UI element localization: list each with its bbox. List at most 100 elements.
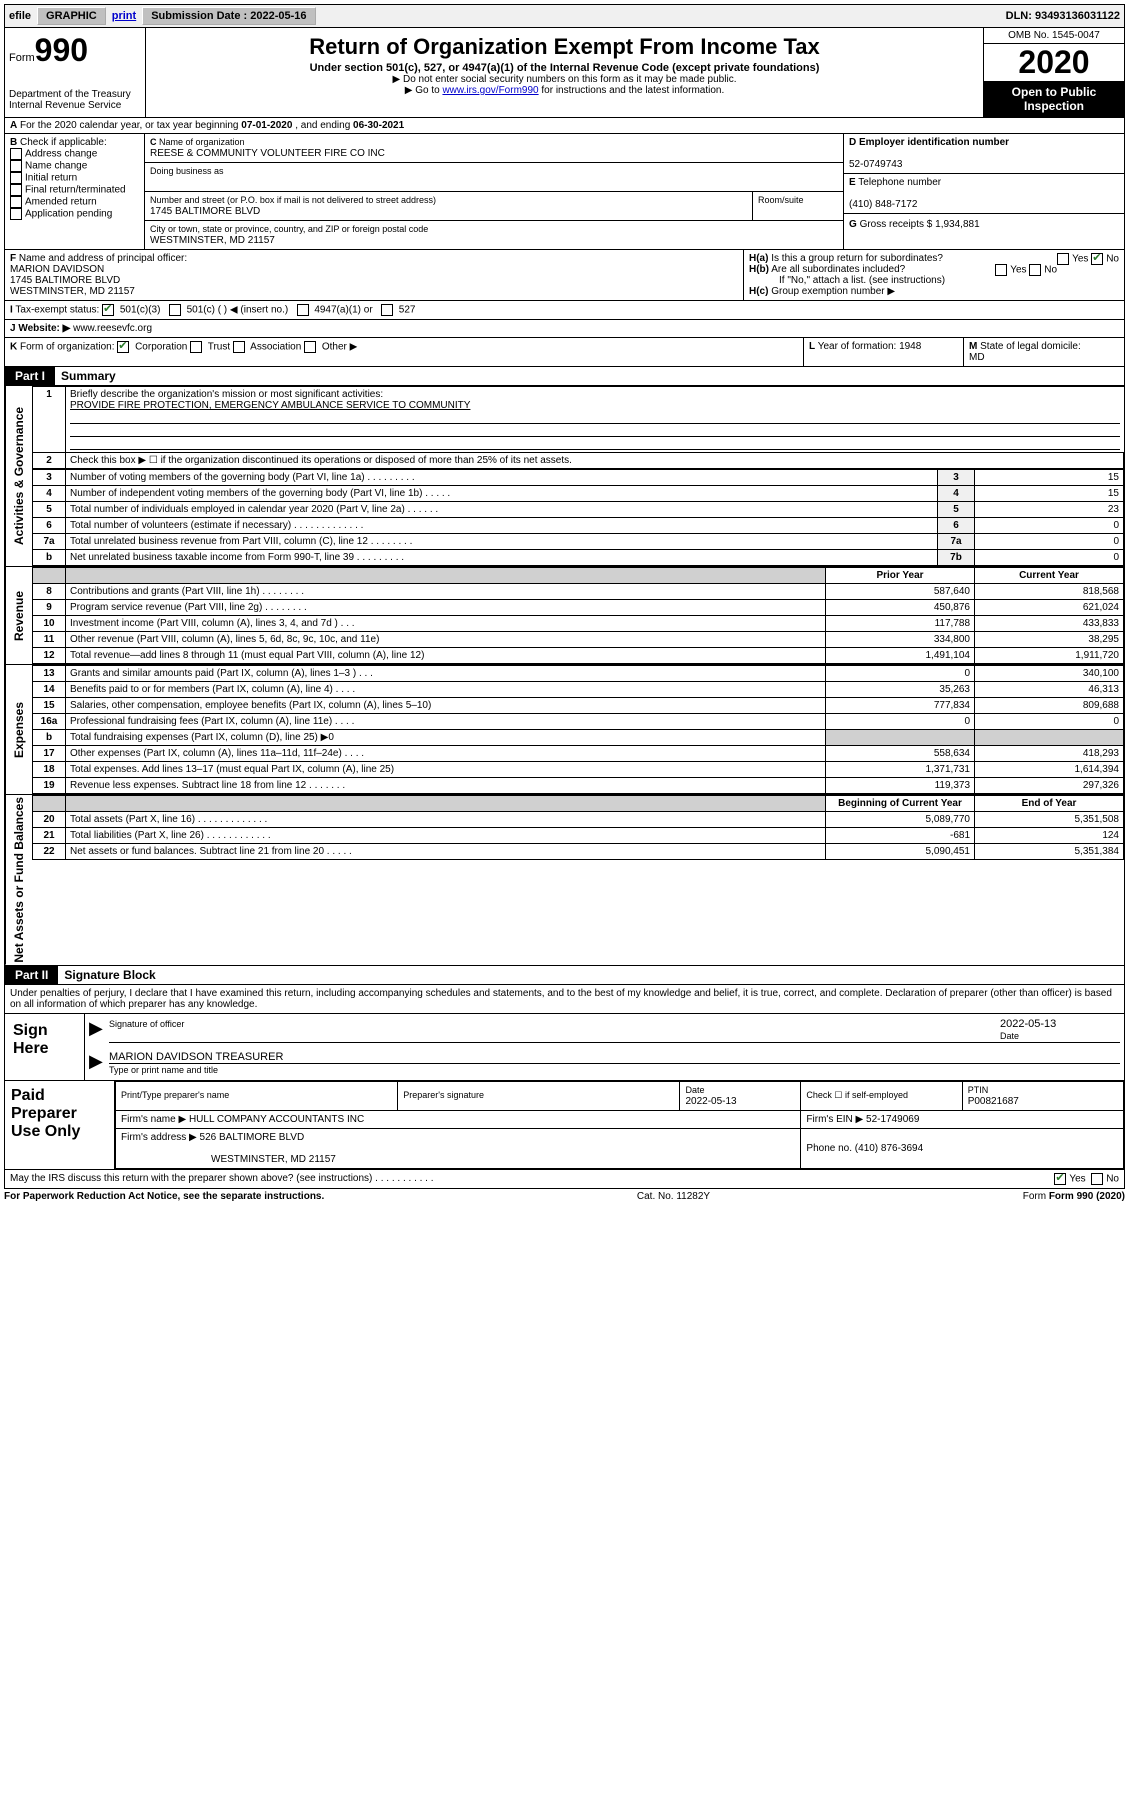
print-link[interactable]: print (112, 10, 136, 22)
hb-yes-checkbox[interactable] (995, 264, 1007, 276)
prior-value: 1,371,731 (826, 762, 975, 778)
line-text: Number of independent voting members of … (66, 486, 938, 502)
i-opt3: 4947(a)(1) or (314, 305, 372, 316)
open-to-public: Open to Public Inspection (984, 81, 1124, 117)
gross-receipts-label: Gross receipts $ (860, 219, 936, 230)
prior-value: 450,876 (826, 600, 975, 616)
hb-note: If "No," attach a list. (see instruction… (779, 275, 945, 286)
officer-addr2: WESTMINSTER, MD 21157 (10, 286, 135, 297)
submission-date-button[interactable]: Submission Date : 2022-05-16 (142, 7, 315, 25)
part-ii-title: Signature Block (64, 968, 155, 982)
instructions-link[interactable]: www.irs.gov/Form990 (442, 85, 538, 96)
line-text: Other revenue (Part VIII, column (A), li… (66, 632, 826, 648)
part-ii-header: Part II Signature Block (4, 966, 1125, 985)
line-number: 5 (33, 502, 66, 518)
other-checkbox[interactable] (304, 341, 316, 353)
sign-here-body: ▶ Signature of officer 2022-05-13Date ▶ … (85, 1014, 1124, 1080)
line-ref: 7b (938, 550, 975, 566)
top-bar: efile GRAPHIC print Submission Date : 20… (4, 4, 1125, 28)
revenue-table: Prior YearCurrent Year 8 Contributions a… (32, 567, 1124, 664)
line-value: 0 (975, 550, 1124, 566)
firm-name: HULL COMPANY ACCOUNTANTS INC (189, 1114, 364, 1125)
firm-addr2: WESTMINSTER, MD 21157 (211, 1154, 336, 1165)
line-a: A For the 2020 calendar year, or tax yea… (4, 118, 1125, 134)
tax-year: 2020 (984, 44, 1124, 81)
city-label: City or town, state or province, country… (150, 224, 428, 234)
ha-no-checkbox[interactable] (1091, 253, 1103, 265)
k-trust: Trust (208, 342, 230, 353)
sign-here-block: Sign Here ▶ Signature of officer 2022-05… (4, 1014, 1125, 1081)
current-value: 418,293 (975, 746, 1124, 762)
mission-value: PROVIDE FIRE PROTECTION, EMERGENCY AMBUL… (70, 400, 470, 411)
beginning-value: 5,089,770 (826, 812, 975, 828)
addr-change-checkbox[interactable] (10, 148, 22, 160)
ptin-label: PTIN (968, 1085, 989, 1095)
beginning-value: 5,090,451 (826, 844, 975, 860)
firm-addr-label: Firm's address ▶ (121, 1132, 197, 1143)
4947-checkbox[interactable] (297, 304, 309, 316)
expenses-side-label: Expenses (5, 665, 32, 794)
current-value: 0 (975, 714, 1124, 730)
section-l: L Year of formation: 1948 (804, 338, 964, 366)
firm-phone-label: Phone no. (806, 1143, 854, 1154)
tax-year-end: 06-30-2021 (353, 120, 404, 131)
discuss-no-checkbox[interactable] (1091, 1173, 1103, 1185)
graphic-button[interactable]: GRAPHIC (37, 7, 106, 25)
line-text: Benefits paid to or for members (Part IX… (66, 682, 826, 698)
firm-addr1: 526 BALTIMORE BLVD (200, 1132, 305, 1143)
i-opt4: 527 (399, 305, 416, 316)
line-text: Total liabilities (Part X, line 26) . . … (66, 828, 826, 844)
527-checkbox[interactable] (381, 304, 393, 316)
omb-number: OMB No. 1545-0047 (984, 28, 1124, 44)
form-title: Return of Organization Exempt From Incom… (150, 34, 979, 60)
current-value: 340,100 (975, 666, 1124, 682)
name-change-checkbox[interactable] (10, 160, 22, 172)
officer-addr1: 1745 BALTIMORE BLVD (10, 275, 120, 286)
501c3-checkbox[interactable] (102, 304, 114, 316)
end-value: 5,351,508 (975, 812, 1124, 828)
l-label: Year of formation: (818, 341, 899, 352)
revenue-section: Revenue Prior YearCurrent Year 8 Contrib… (4, 567, 1125, 665)
section-c: C Name of organization REESE & COMMUNITY… (145, 134, 844, 249)
line-a-pre: For the 2020 calendar year, or tax year … (20, 120, 241, 131)
hb-yes: Yes (1010, 265, 1026, 276)
discuss-yes-checkbox[interactable] (1054, 1173, 1066, 1185)
line-number: 12 (33, 648, 66, 664)
corp-checkbox[interactable] (117, 341, 129, 353)
governance-table: 1 Briefly describe the organization's mi… (32, 386, 1124, 469)
hb-no-checkbox[interactable] (1029, 264, 1041, 276)
gov-rows-table: 3 Number of voting members of the govern… (32, 469, 1124, 566)
line-number: 17 (33, 746, 66, 762)
501c-checkbox[interactable] (169, 304, 181, 316)
final-return-checkbox[interactable] (10, 184, 22, 196)
line-text: Revenue less expenses. Subtract line 18 … (66, 778, 826, 794)
line-text: Professional fundraising fees (Part IX, … (66, 714, 826, 730)
governance-side-label: Activities & Governance (5, 386, 32, 566)
b-item-1: Name change (25, 161, 87, 172)
prior-year-header: Prior Year (826, 568, 975, 584)
line-a-mid: , and ending (295, 120, 353, 131)
beginning-value: -681 (826, 828, 975, 844)
amended-return-checkbox[interactable] (10, 196, 22, 208)
hb-no: No (1044, 265, 1057, 276)
line-ref: 5 (938, 502, 975, 518)
dln-label: DLN: (1006, 10, 1035, 22)
ha-yes-checkbox[interactable] (1057, 253, 1069, 265)
initial-return-checkbox[interactable] (10, 172, 22, 184)
section-b: B Check if applicable: Address change Na… (5, 134, 145, 249)
form-footer-text: Form 990 (2020) (1049, 1191, 1125, 1202)
current-value: 809,688 (975, 698, 1124, 714)
instruction-2: ▶ Go to www.irs.gov/Form990 for instruct… (150, 85, 979, 96)
section-deg: D Employer identification number 52-0749… (844, 134, 1124, 249)
line-number: 9 (33, 600, 66, 616)
line-ref: 6 (938, 518, 975, 534)
sign-here-label: Sign Here (5, 1014, 85, 1080)
line-value: 23 (975, 502, 1124, 518)
application-pending-checkbox[interactable] (10, 208, 22, 220)
prior-value (826, 730, 975, 746)
assoc-checkbox[interactable] (233, 341, 245, 353)
trust-checkbox[interactable] (190, 341, 202, 353)
line-number: 22 (33, 844, 66, 860)
phone-label: Telephone number (858, 177, 941, 188)
sig-officer-label: Signature of officer (109, 1019, 184, 1029)
